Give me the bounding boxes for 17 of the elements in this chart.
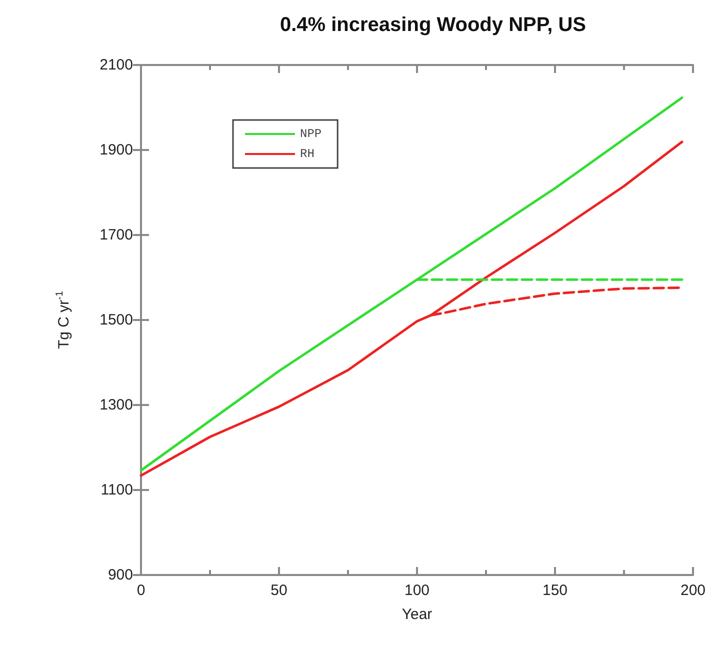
x-axis-title: Year — [402, 606, 432, 623]
x-tick-label: 0 — [136, 582, 146, 599]
legend-label: NPP — [300, 127, 322, 141]
x-tick-label: 200 — [680, 582, 706, 599]
y-axis-title: Tg C yr-1 — [54, 290, 72, 350]
x-tick-label: 100 — [404, 582, 430, 599]
y-tick-label: 1100 — [100, 482, 133, 498]
legend-label: RH — [300, 147, 314, 161]
x-tick-label: 50 — [270, 582, 288, 599]
y-tick-label: 2100 — [100, 56, 133, 74]
x-tick-label: 150 — [542, 582, 568, 599]
y-tick-label: 1900 — [100, 142, 133, 158]
y-tick-label: 1500 — [100, 312, 133, 328]
y-tick-label: 1700 — [100, 226, 133, 244]
chart-title: 0.4% increasing Woody NPP, US — [280, 14, 586, 36]
y-tick-label: 900 — [108, 566, 133, 584]
y-tick-label: 1300 — [100, 396, 133, 414]
